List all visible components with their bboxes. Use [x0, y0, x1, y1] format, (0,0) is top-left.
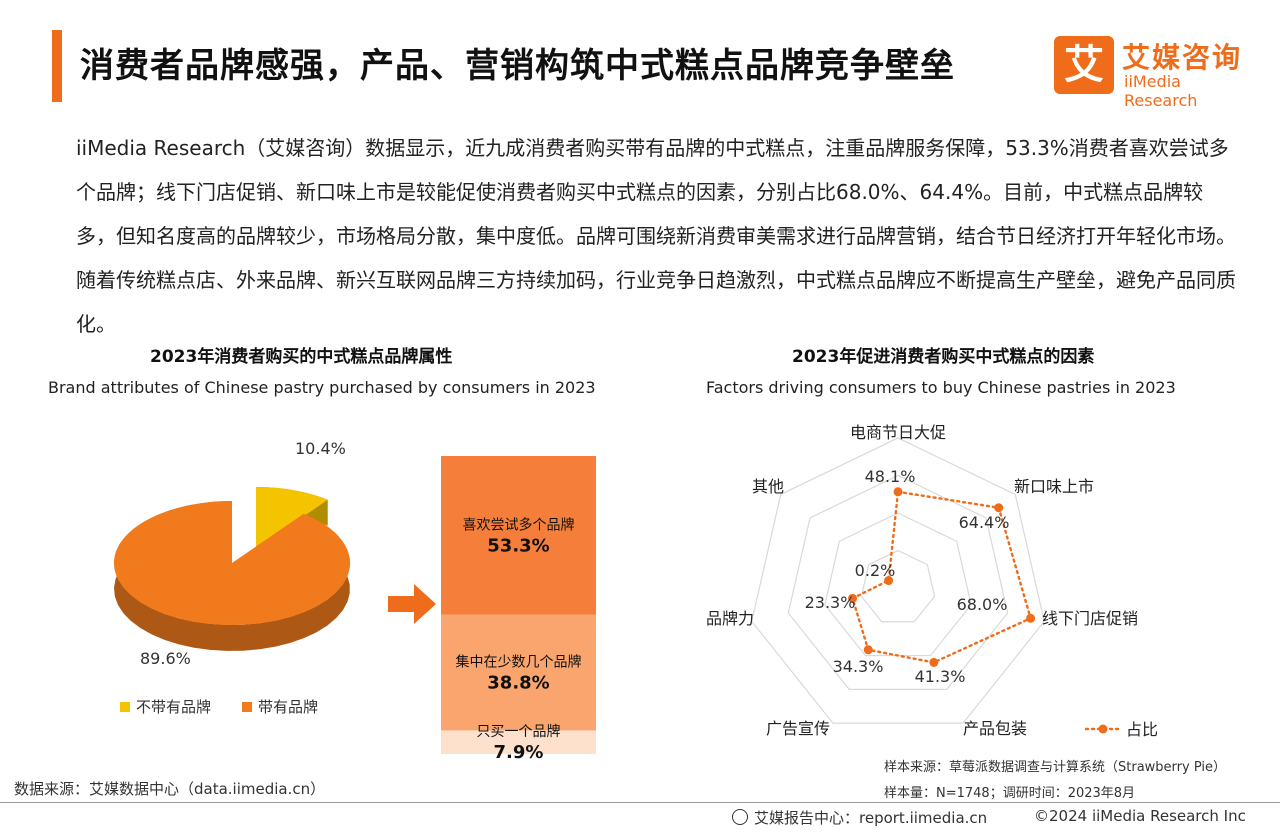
breakdown-value-0: 53.3% [487, 535, 549, 556]
globe-icon [732, 809, 748, 825]
radar-legend-marker [1098, 724, 1108, 734]
radar-grid-ring-3 [751, 437, 1045, 724]
brand-logo: 艾 艾媒咨询 iiMedia Research [1054, 36, 1258, 110]
radar-axis-label-6: 其他 [752, 477, 784, 496]
radar-value-label-0: 48.1% [865, 467, 916, 486]
sample-size: 样本量：N=1748；调研时间：2023年8月 [884, 786, 1136, 801]
radar-grid-ring-0 [860, 549, 936, 623]
breakdown-label-2: 只买一个品牌 [477, 723, 561, 740]
radar-legend-label: 占比 [1126, 720, 1158, 739]
radar-grid-ring-1 [824, 512, 972, 657]
breakdown-segment-1 [441, 614, 596, 731]
breakdown-arrow-icon [388, 584, 436, 624]
radar-axis-label-2: 线下门店促销 [1042, 609, 1138, 628]
radar-value-label-3: 41.3% [915, 667, 966, 686]
breakdown-label-0: 喜欢尝试多个品牌 [463, 516, 575, 533]
logo-text-cn: 艾媒咨询 [1122, 41, 1243, 74]
radar-axis-label-4: 广告宣传 [766, 719, 830, 738]
radar-value-label-5: 23.3% [805, 593, 856, 612]
radar-point-5 [848, 593, 858, 603]
sample-source: 样本来源：草莓派数据调查与计算系统（Strawberry Pie） [884, 760, 1226, 775]
radar-point-2 [1026, 613, 1036, 623]
radar-axis-label-1: 新口味上市 [1014, 477, 1094, 496]
breakdown-label-1: 集中在少数几个品牌 [456, 654, 582, 671]
radar-point-1 [994, 503, 1004, 513]
data-source: 数据来源：艾媒数据中心（data.iimedia.cn） [14, 780, 326, 798]
radar-chart-subtitle: Factors driving consumers to buy Chinese… [706, 378, 1176, 397]
breakdown-segment-0 [441, 456, 596, 615]
radar-point-4 [863, 645, 873, 655]
radar-point-0 [893, 487, 903, 497]
radar-grid-ring-2 [787, 474, 1009, 690]
report-center-text: 艾媒报告中心：report.iimedia.cn [754, 809, 988, 827]
logo-text-en: iiMedia Research [1124, 72, 1198, 110]
breakdown-value-1: 38.8% [487, 673, 549, 694]
radar-axis-label-3: 产品包装 [963, 719, 1027, 738]
pie-legend-label-0: 不带有品牌 [136, 698, 211, 716]
pie-chart-title: 2023年消费者购买的中式糕点品牌属性 [150, 347, 453, 367]
pie-label-0: 10.4% [295, 439, 346, 458]
footer-copyright: ©2024 iiMedia Research Inc [1034, 807, 1246, 825]
pie-legend-label-1: 带有品牌 [258, 698, 318, 716]
breakdown-value-2: 7.9% [494, 742, 544, 763]
radar-value-label-2: 68.0% [957, 595, 1008, 614]
radar-axis-label-5: 品牌力 [706, 609, 754, 628]
logo-mark-icon: 艾 [1054, 36, 1114, 94]
title-accent-bar [52, 30, 62, 102]
footer-report-center: 艾媒报告中心：report.iimedia.cn [732, 807, 987, 828]
radar-chart-title: 2023年促进消费者购买中式糕点的因素 [792, 347, 1095, 367]
radar-series-line [851, 490, 1033, 664]
page-title: 消费者品牌感强，产品、营销构筑中式糕点品牌竞争壁垒 [80, 46, 955, 86]
pie-legend-swatch-1 [242, 702, 252, 712]
pie-legend-swatch-0 [120, 702, 130, 712]
pie-chart-subtitle: Brand attributes of Chinese pastry purch… [48, 378, 596, 397]
radar-axis-label-0: 电商节日大促 [850, 423, 946, 442]
pie-slice-0 [256, 487, 328, 549]
pie-label-1: 89.6% [140, 649, 191, 668]
footer-divider [0, 802, 1280, 803]
radar-value-label-6: 0.2% [855, 561, 896, 580]
pie-slice-1 [113, 501, 350, 625]
radar-value-label-1: 64.4% [959, 513, 1010, 532]
summary-paragraph: iiMedia Research（艾媒咨询）数据显示，近九成消费者购买带有品牌的… [76, 136, 1236, 336]
radar-value-label-4: 34.3% [833, 657, 884, 676]
radar-point-3 [929, 657, 939, 667]
breakdown-segment-2 [441, 730, 596, 754]
radar-point-6 [884, 576, 894, 586]
